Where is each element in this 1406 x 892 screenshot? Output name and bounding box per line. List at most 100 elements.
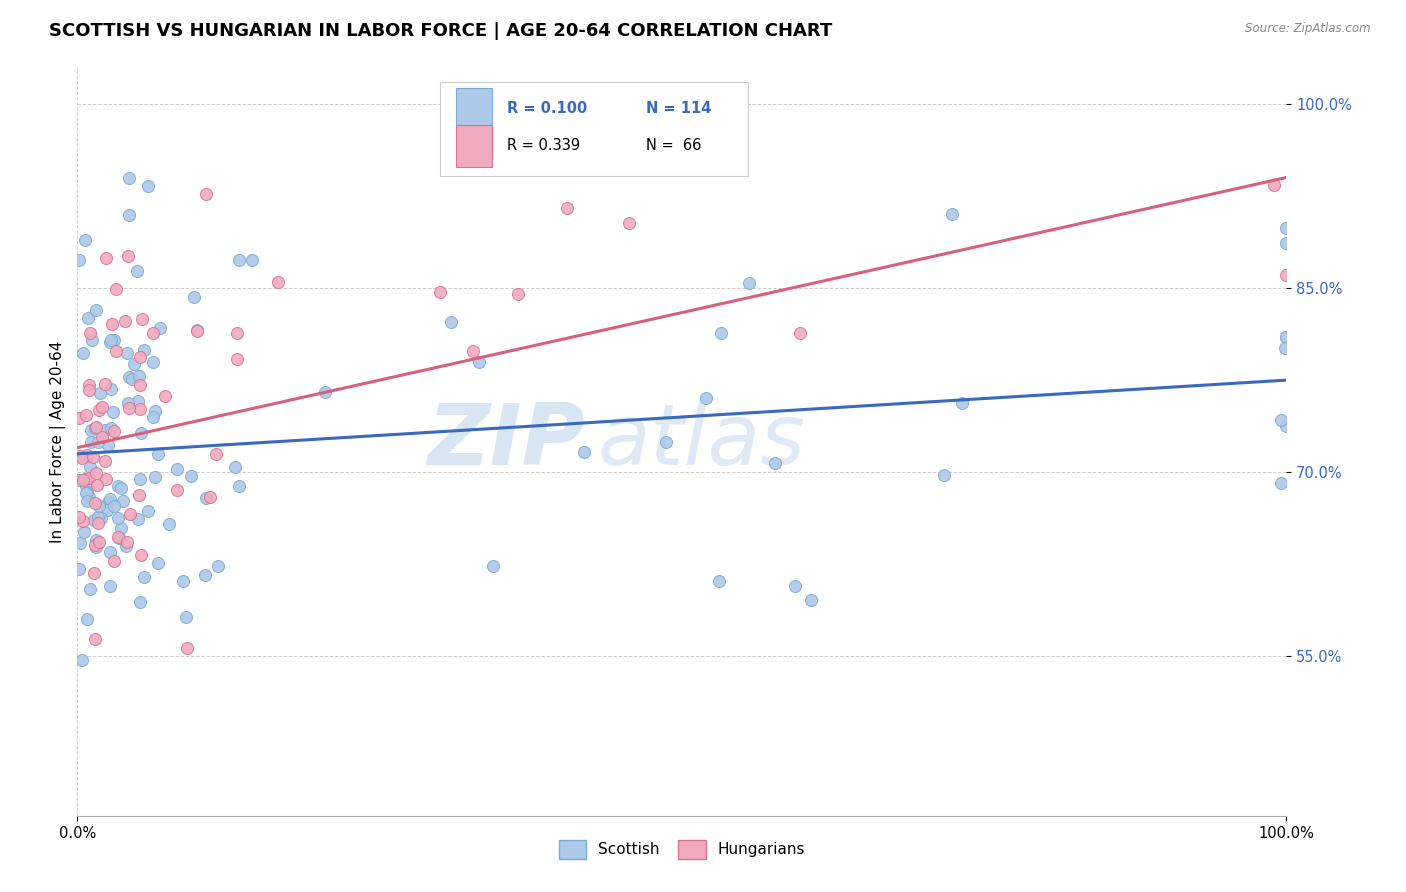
Point <box>194 187 217 202</box>
Point <box>107 510 129 524</box>
Point <box>72 346 94 360</box>
Point <box>100 421 122 435</box>
Point <box>69 535 91 549</box>
Point <box>110 481 132 495</box>
Point <box>96 502 118 516</box>
Point <box>110 521 132 535</box>
Y-axis label: In Labor Force | Age 20-64: In Labor Force | Age 20-64 <box>51 341 66 542</box>
Point <box>104 344 127 359</box>
Point <box>1275 220 1298 235</box>
Point <box>115 535 138 549</box>
Point <box>90 401 112 415</box>
Point <box>1275 418 1298 433</box>
Point <box>67 410 90 425</box>
Point <box>100 544 122 558</box>
Point <box>75 486 97 500</box>
Point <box>142 326 165 340</box>
Point <box>103 554 125 568</box>
Point <box>225 326 247 340</box>
Point <box>129 426 152 441</box>
Point <box>79 326 101 340</box>
Point <box>87 509 110 524</box>
Point <box>180 469 202 483</box>
Point <box>73 524 96 539</box>
Point <box>149 321 172 335</box>
Point <box>67 562 90 576</box>
Text: ZIP: ZIP <box>427 400 585 483</box>
Point <box>224 460 246 475</box>
Point <box>100 333 122 347</box>
Point <box>783 579 806 593</box>
Bar <box>456 88 492 129</box>
Point <box>186 323 208 337</box>
Point <box>142 355 165 369</box>
Point <box>111 494 134 508</box>
Point <box>67 253 90 268</box>
Point <box>87 516 110 530</box>
Point <box>103 333 125 347</box>
Point <box>94 454 117 468</box>
Point <box>75 408 97 422</box>
Point <box>186 324 208 338</box>
Point <box>655 434 678 449</box>
Point <box>84 421 107 435</box>
Point <box>572 445 595 459</box>
Point <box>267 275 290 289</box>
Point <box>101 317 124 331</box>
Point <box>136 179 159 194</box>
Point <box>128 488 150 502</box>
Point <box>107 531 129 545</box>
Point <box>166 483 188 497</box>
Point <box>172 574 194 588</box>
Text: R = 0.100: R = 0.100 <box>506 101 586 116</box>
Point <box>118 170 141 185</box>
Point <box>709 574 731 588</box>
Point <box>194 491 217 506</box>
Point <box>129 472 152 486</box>
Point <box>1275 235 1298 250</box>
Point <box>117 396 139 410</box>
Point <box>75 233 97 247</box>
Point <box>117 249 139 263</box>
Point <box>87 435 110 450</box>
Point <box>146 557 169 571</box>
Bar <box>456 126 492 167</box>
Point <box>76 494 98 508</box>
Point <box>934 467 956 482</box>
Point <box>84 540 107 554</box>
Point <box>1275 330 1298 344</box>
Point <box>207 559 229 574</box>
Point <box>84 538 107 552</box>
Point <box>198 490 221 504</box>
Point <box>72 514 94 528</box>
Point <box>463 343 485 358</box>
Point <box>482 559 505 574</box>
Point <box>128 377 150 392</box>
Point <box>157 517 180 532</box>
Point <box>96 251 118 265</box>
Point <box>120 507 142 521</box>
Point <box>77 471 100 485</box>
Point <box>468 355 491 369</box>
Point <box>950 396 973 410</box>
Point <box>128 595 150 609</box>
Point <box>1275 330 1298 344</box>
Point <box>77 378 100 392</box>
Point <box>86 303 108 318</box>
Point <box>204 447 226 461</box>
Point <box>89 499 111 513</box>
Point <box>84 533 107 547</box>
Point <box>67 510 90 524</box>
Point <box>94 376 117 391</box>
Point <box>941 207 963 221</box>
Point <box>117 208 139 222</box>
Point <box>103 499 125 513</box>
Point <box>142 409 165 424</box>
Point <box>127 393 149 408</box>
Point <box>83 632 105 646</box>
Point <box>134 570 156 584</box>
Point <box>75 472 97 486</box>
Point <box>115 346 138 360</box>
Point <box>67 473 90 487</box>
Point <box>1274 341 1296 355</box>
